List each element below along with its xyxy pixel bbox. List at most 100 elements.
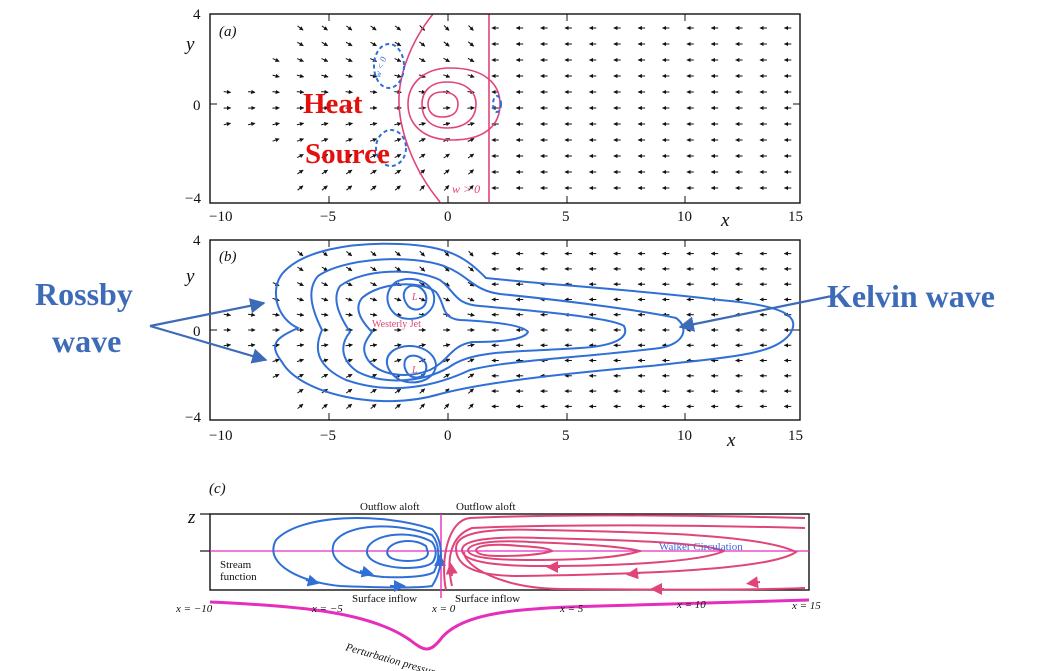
wind-vector-arrow	[345, 297, 353, 302]
stream-function-line2: function	[220, 571, 257, 583]
frame-a	[209, 13, 801, 204]
wind-vector-arrow	[468, 25, 474, 31]
panel-c: (c) z	[175, 481, 821, 671]
wind-vector-arrow	[345, 121, 353, 127]
low-south-outer	[385, 345, 438, 384]
wind-vector-arrow	[467, 312, 475, 317]
wind-vector-arrow	[248, 121, 256, 127]
y-tick-top-a: 4	[193, 7, 201, 23]
wind-vector-arrow	[468, 185, 474, 191]
kelvin-wave-label: Kelvin wave	[827, 278, 995, 314]
wind-vector-arrow	[321, 57, 329, 62]
wind-vector-arrow	[223, 312, 232, 317]
panel-label-a: (a)	[219, 24, 237, 40]
x-tick-b: −5	[320, 428, 336, 444]
contour-b-2	[310, 258, 685, 390]
contour-b-3	[335, 270, 627, 382]
wind-vector-arrow	[418, 297, 426, 302]
wave-annotations: Rossby wave Kelvin wave	[35, 276, 995, 364]
wind-vector-arrow	[467, 358, 475, 363]
w-positive-contours	[398, 13, 501, 203]
walker-cells	[443, 514, 806, 595]
wind-vector-arrow	[394, 297, 402, 302]
y-axis-label-a: y	[184, 34, 195, 55]
wind-vector-arrow	[443, 250, 450, 257]
walker-cell-3	[454, 528, 798, 578]
wind-vector-arrow	[369, 138, 378, 143]
wind-vector-arrow	[443, 57, 450, 63]
wind-vector-arrow	[345, 343, 353, 348]
wind-vector-arrow	[394, 343, 402, 348]
wind-vector-arrow	[443, 153, 450, 159]
wind-vector-arrow	[467, 73, 475, 78]
x-ticks-b: −10 −5 0 5 10 15	[209, 428, 803, 444]
pressure-contours-b	[274, 242, 795, 403]
wind-vector-arrow	[321, 297, 329, 302]
wind-vector-arrow	[297, 169, 304, 175]
westerly-jet-label: Westerly Jet	[372, 319, 421, 330]
wind-vectors-a	[223, 25, 792, 191]
outflow-aloft-right: Outflow aloft	[456, 501, 516, 513]
wind-vector-arrow	[272, 89, 280, 95]
wind-vector-arrow	[467, 169, 474, 175]
rossby-wave-line1: Rossby	[35, 276, 133, 312]
wind-vector-arrow	[467, 138, 475, 143]
wind-vector-arrow	[369, 358, 378, 363]
wind-vector-arrow	[467, 297, 475, 302]
wind-vector-arrow	[321, 282, 329, 287]
wind-vector-arrow	[467, 281, 475, 287]
low-north-label: L	[411, 292, 418, 303]
walker-circulation-label: Walker Circulation	[659, 541, 743, 553]
z-axis-label: z	[187, 507, 196, 528]
y-tick-mid-a: 0	[193, 98, 201, 114]
panel-label-c: (c)	[209, 481, 226, 497]
blue-cell-4	[386, 540, 430, 563]
wind-vector-arrow	[370, 57, 378, 62]
walker-cell-7	[463, 551, 806, 591]
x-axis-label-b: x	[726, 430, 736, 451]
contour-b-4	[357, 283, 530, 376]
wind-vector-arrow	[468, 250, 474, 257]
wind-vector-arrow	[272, 57, 280, 62]
wind-vector-arrow	[346, 403, 353, 409]
wind-vector-arrow	[346, 185, 353, 191]
walker-cell-2	[448, 524, 806, 587]
panel-label-b: (b)	[219, 249, 237, 265]
x-tick-a: 5	[562, 209, 570, 225]
blue-cell-2	[331, 525, 440, 579]
x-axis-label-a: x	[720, 210, 730, 231]
w-negative-contours	[373, 43, 502, 167]
wind-vector-arrow	[369, 312, 378, 317]
wind-vector-arrow	[272, 358, 280, 363]
wind-vector-arrow	[394, 25, 401, 31]
wind-vector-arrow	[345, 153, 353, 159]
low-north-outer	[386, 277, 436, 320]
x-ticks-a: −10 −5 0 5 10 15	[209, 209, 803, 225]
wind-vector-arrow	[419, 185, 425, 191]
y-tick-bottom-a: −4	[185, 191, 201, 207]
wind-vector-arrow	[419, 250, 425, 257]
wind-vector-arrow	[394, 169, 402, 175]
wind-vector-arrow	[345, 312, 353, 317]
wind-vector-arrow	[443, 297, 451, 302]
stream-function-line1: Stream	[220, 559, 252, 571]
wind-vector-arrow	[297, 266, 304, 272]
x-mark-c: x = −5	[311, 603, 343, 615]
x-mark-c: x = 0	[431, 603, 456, 615]
wind-vector-arrow	[345, 266, 353, 272]
x-tick-a: 15	[788, 209, 803, 225]
wind-vector-arrow	[394, 57, 402, 62]
wind-vector-arrow	[296, 282, 304, 287]
wind-vector-arrow	[297, 251, 304, 257]
wind-vector-arrow	[272, 73, 280, 78]
heat-source-line2: Source	[305, 138, 390, 170]
wind-vector-arrow	[394, 266, 402, 272]
wind-vector-arrow	[370, 251, 377, 257]
wind-vector-arrow	[369, 121, 378, 127]
wind-vector-arrow	[467, 41, 475, 47]
wind-vector-arrow	[369, 297, 378, 302]
wind-vector-arrow	[321, 373, 329, 378]
wind-vector-arrow	[467, 388, 474, 394]
wind-vector-arrow	[297, 388, 304, 394]
wind-vector-arrow	[296, 153, 304, 159]
